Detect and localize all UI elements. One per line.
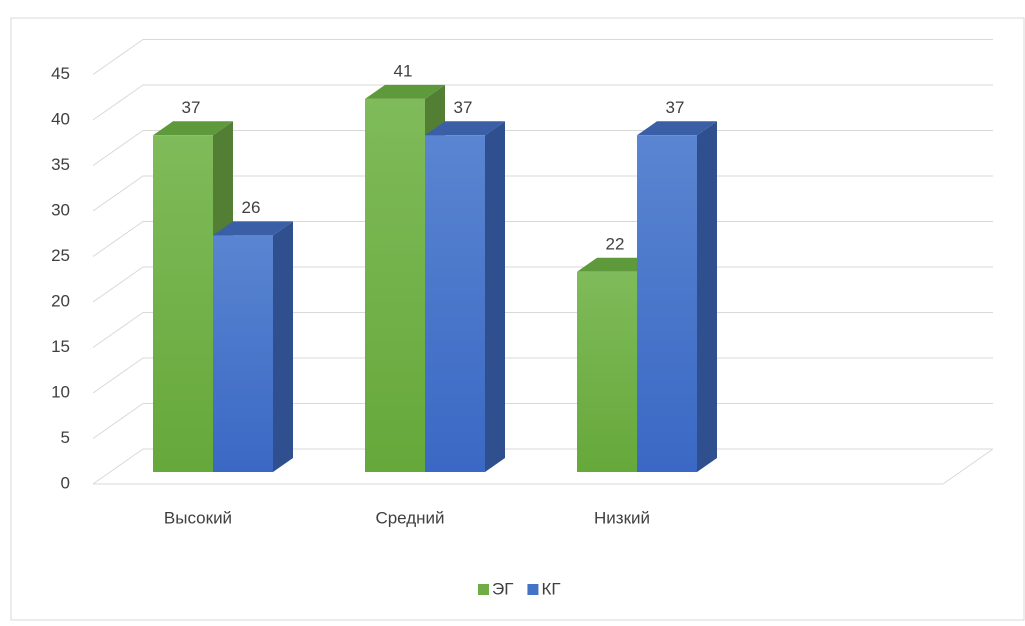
legend-swatch <box>527 584 539 595</box>
floor-line <box>942 448 994 485</box>
data-label: 37 <box>182 98 201 117</box>
data-label: 22 <box>606 234 625 253</box>
y-tick-label: 10 <box>51 382 70 401</box>
data-label: 26 <box>242 198 261 217</box>
bar-top <box>213 221 293 236</box>
y-tick-label: 25 <box>51 246 70 265</box>
y-tick-label: 5 <box>61 428 70 447</box>
data-label: 41 <box>394 61 413 80</box>
bar <box>425 135 485 473</box>
bar-side <box>485 121 505 473</box>
bar-top <box>365 84 445 99</box>
x-tick-label: Высокий <box>164 508 232 527</box>
bar <box>637 135 697 473</box>
data-label: 37 <box>666 98 685 117</box>
y-tick-label: 45 <box>51 64 70 83</box>
grid-line <box>92 39 993 75</box>
y-tick-label: 30 <box>51 200 70 219</box>
data-label: 37 <box>454 98 473 117</box>
y-tick-label: 20 <box>51 291 70 310</box>
bar-side <box>697 121 717 473</box>
bar <box>365 98 425 473</box>
legend-label: КГ <box>541 579 560 598</box>
y-tick-label: 40 <box>51 109 70 128</box>
bar-top <box>637 121 717 136</box>
legend-label: ЭГ <box>492 579 513 598</box>
legend-swatch <box>478 584 489 595</box>
grid-line <box>92 84 993 121</box>
bar-side <box>273 221 293 472</box>
y-tick-label: 0 <box>61 473 70 492</box>
bar-top <box>153 121 233 136</box>
bar <box>213 235 273 472</box>
bar <box>153 135 213 473</box>
x-tick-label: Низкий <box>594 508 650 527</box>
y-tick-label: 15 <box>51 337 70 356</box>
bar <box>577 271 637 472</box>
y-tick-label: 35 <box>51 155 70 174</box>
bar-top <box>425 121 505 136</box>
x-tick-label: Средний <box>375 508 444 527</box>
